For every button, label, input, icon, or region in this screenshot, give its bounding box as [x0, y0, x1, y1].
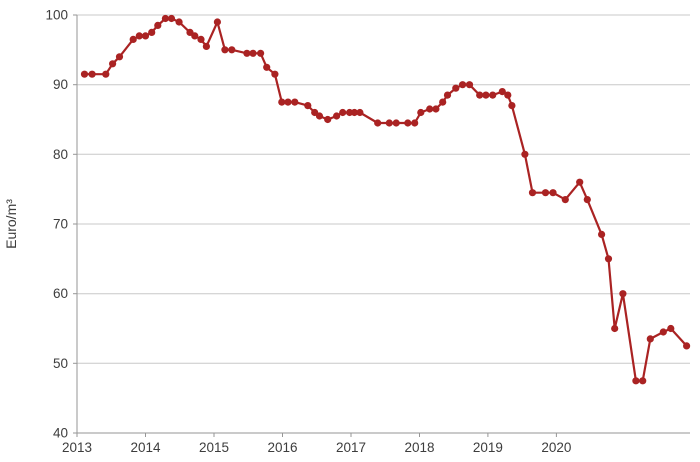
- data-point-marker: [263, 63, 271, 71]
- data-point-marker: [167, 14, 176, 23]
- data-point-marker: [619, 290, 627, 298]
- data-point-marker: [350, 108, 358, 117]
- data-point-marker: [175, 18, 183, 26]
- y-tick-label: 60: [53, 286, 68, 301]
- data-point-marker: [202, 42, 210, 51]
- data-point-marker: [639, 377, 647, 385]
- data-point-marker: [576, 178, 584, 186]
- data-point-marker: [148, 28, 156, 36]
- data-point-marker: [459, 81, 467, 89]
- x-tick-label: 2017: [336, 440, 366, 455]
- data-point-marker: [278, 98, 286, 106]
- data-point-marker: [611, 324, 619, 333]
- y-tick-label: 100: [45, 8, 68, 23]
- data-point-marker: [80, 70, 89, 78]
- data-point-marker: [432, 105, 440, 113]
- data-point-marker: [109, 60, 117, 68]
- y-tick-label: 70: [53, 217, 68, 232]
- data-point-marker: [141, 32, 150, 40]
- data-point-marker: [243, 49, 251, 57]
- data-point-marker: [489, 91, 497, 99]
- data-point-marker: [249, 49, 257, 57]
- data-point-marker: [228, 46, 236, 54]
- data-point-marker: [291, 98, 299, 106]
- y-tick-label: 40: [53, 426, 68, 441]
- data-point-marker: [561, 196, 569, 204]
- data-point-marker: [443, 91, 452, 99]
- data-point-marker: [88, 70, 96, 78]
- data-point-marker: [102, 70, 110, 78]
- y-tick-label: 90: [53, 77, 68, 92]
- data-point-marker: [646, 335, 654, 343]
- data-point-marker: [667, 324, 675, 333]
- data-point-marker: [528, 189, 537, 197]
- x-tick-label: 2014: [130, 440, 161, 455]
- data-point-marker: [583, 196, 591, 204]
- data-point-marker: [404, 119, 412, 127]
- data-point-marker: [426, 105, 434, 113]
- data-point-marker: [324, 115, 332, 124]
- data-point-marker: [339, 108, 347, 117]
- data-point-marker: [498, 88, 506, 96]
- data-point-marker: [411, 119, 419, 127]
- data-point-marker: [257, 49, 265, 57]
- data-point-marker: [161, 14, 169, 23]
- data-point-marker: [683, 342, 691, 350]
- x-tick-label: 2020: [541, 440, 571, 455]
- y-axis-title: Euro/m³: [3, 199, 19, 249]
- data-point-marker: [541, 189, 550, 197]
- data-point-marker: [115, 53, 124, 61]
- data-point-marker: [439, 98, 447, 106]
- data-point-marker: [659, 328, 667, 336]
- data-point-marker: [284, 98, 292, 106]
- x-tick-label: 2018: [404, 440, 434, 455]
- data-point-marker: [315, 112, 324, 120]
- x-tick-label: 2019: [473, 440, 503, 455]
- data-point-marker: [385, 119, 393, 127]
- x-tick-label: 2016: [267, 440, 297, 455]
- data-point-marker: [129, 35, 137, 44]
- data-point-marker: [521, 150, 529, 158]
- data-point-marker: [356, 108, 364, 117]
- x-tick-label: 2013: [62, 440, 92, 455]
- data-point-marker: [197, 35, 205, 44]
- price-line: [83, 17, 688, 382]
- data-point-marker: [508, 102, 516, 110]
- data-point-marker: [191, 32, 199, 40]
- data-point-marker: [465, 81, 474, 89]
- data-point-marker: [333, 112, 341, 120]
- data-point-marker: [304, 102, 312, 110]
- data-point-marker: [476, 91, 484, 99]
- data-point-marker: [374, 119, 382, 127]
- data-point-marker: [271, 70, 279, 78]
- data-point-marker: [417, 108, 425, 117]
- data-point-marker: [504, 91, 512, 99]
- data-point-marker: [213, 18, 221, 26]
- x-tick-label: 2015: [199, 440, 229, 455]
- data-point-marker: [452, 84, 460, 92]
- y-tick-label: 80: [53, 147, 68, 162]
- data-point-marker: [598, 230, 606, 238]
- data-point-marker: [221, 46, 229, 54]
- data-point-marker: [549, 189, 557, 197]
- data-point-marker: [154, 21, 162, 29]
- y-tick-label: 50: [53, 356, 68, 371]
- data-point-marker: [135, 32, 143, 40]
- data-point-marker: [392, 119, 400, 127]
- data-point-marker: [482, 91, 490, 99]
- data-point-marker: [604, 255, 613, 263]
- data-point-marker: [632, 377, 640, 385]
